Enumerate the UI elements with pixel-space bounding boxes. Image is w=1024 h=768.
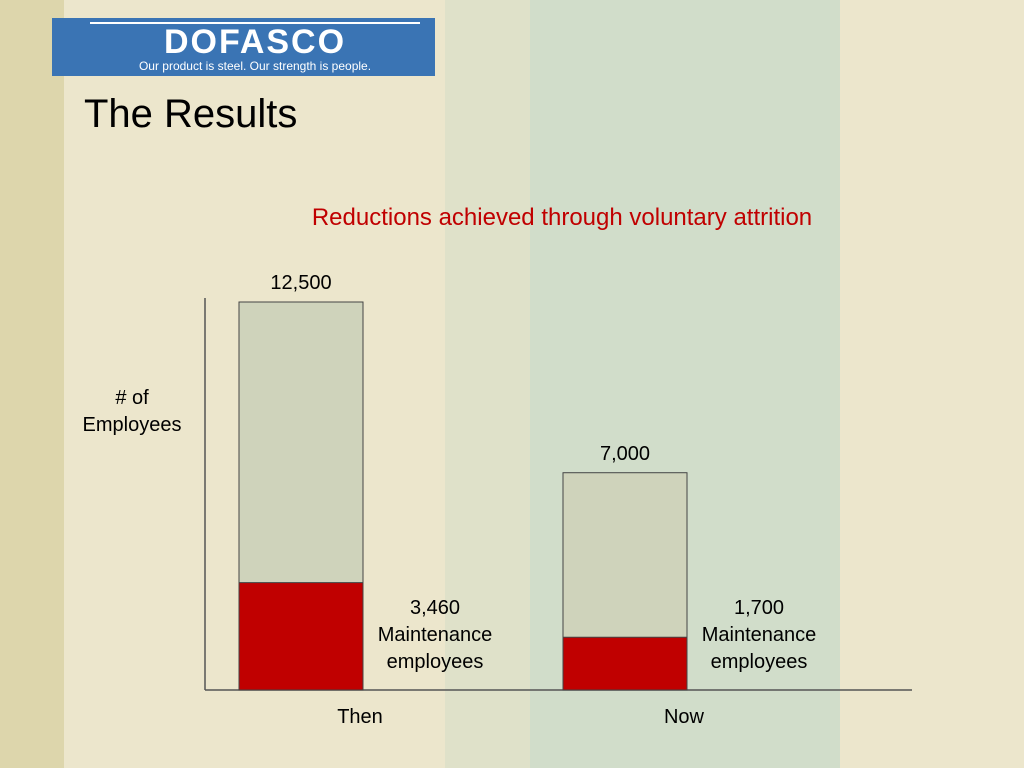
logo-rule (90, 22, 420, 24)
maintenance-name: Maintenance employees (377, 624, 493, 673)
maintenance-value: 3,460 (409, 597, 461, 619)
total-label: 7,000 (599, 442, 651, 465)
y-axis-label: # of Employees (82, 387, 182, 436)
logo-text: DOFASCO (163, 23, 347, 61)
x-tick-label: Then (337, 706, 383, 728)
slide-title: The Results (84, 92, 298, 136)
maintenance-bar (238, 582, 364, 691)
maintenance-name: Maintenance employees (701, 624, 817, 673)
maintenance-value: 1,700 (733, 597, 785, 619)
left-stripe (0, 0, 64, 768)
maintenance-bar (562, 636, 688, 691)
tagline: Our product is steel. Our strength is pe… (138, 59, 372, 73)
total-label: 12,500 (270, 272, 332, 294)
chart-title: Reductions achieved through voluntary at… (311, 204, 813, 231)
logo: DOFASCO Our product is steel. Our streng… (52, 18, 435, 76)
x-tick-label: Now (663, 706, 704, 728)
